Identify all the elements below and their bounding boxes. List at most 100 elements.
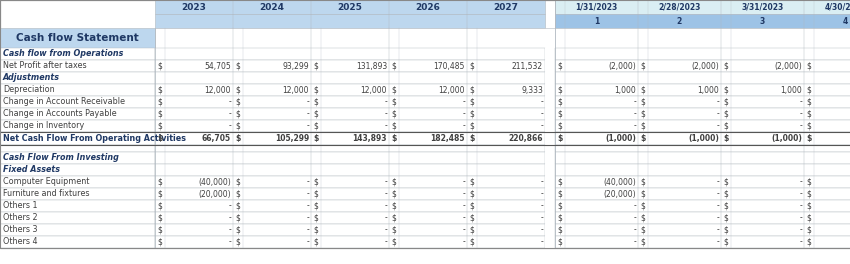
Bar — [545, 120, 555, 132]
Text: 143,893: 143,893 — [353, 134, 387, 143]
Text: 3/31/2023: 3/31/2023 — [741, 2, 784, 12]
Bar — [0, 224, 155, 236]
Text: -: - — [306, 214, 309, 223]
Text: (40,000): (40,000) — [604, 177, 636, 186]
Bar — [155, 236, 545, 248]
Bar — [0, 132, 155, 145]
Text: Others 2: Others 2 — [3, 214, 37, 223]
Bar — [155, 188, 545, 200]
Bar — [0, 164, 155, 176]
Text: Others 3: Others 3 — [3, 225, 37, 234]
Text: $: $ — [557, 134, 563, 143]
Bar — [545, 176, 555, 188]
Text: $: $ — [391, 121, 396, 130]
Bar — [545, 236, 555, 248]
Text: -: - — [717, 110, 719, 119]
Text: $: $ — [157, 86, 162, 95]
Text: 220,866: 220,866 — [508, 134, 543, 143]
Bar — [545, 132, 555, 145]
Bar — [155, 120, 545, 132]
Text: -: - — [541, 190, 543, 199]
Text: $: $ — [391, 177, 396, 186]
Text: $: $ — [391, 190, 396, 199]
Text: Others 4: Others 4 — [3, 238, 37, 247]
Text: Furniture and fixtures: Furniture and fixtures — [3, 190, 89, 199]
Bar — [155, 96, 545, 108]
Text: $: $ — [723, 190, 728, 199]
Text: -: - — [799, 225, 802, 234]
Bar — [555, 200, 850, 212]
Text: $: $ — [313, 62, 318, 70]
Text: $: $ — [235, 62, 240, 70]
Text: 1,000: 1,000 — [615, 86, 636, 95]
Text: $: $ — [235, 238, 240, 247]
Bar — [155, 152, 545, 164]
Text: 1,000: 1,000 — [697, 86, 719, 95]
Text: -: - — [717, 201, 719, 210]
Bar — [545, 84, 555, 96]
Text: 2/28/2023: 2/28/2023 — [658, 2, 700, 12]
Text: $: $ — [723, 86, 728, 95]
Bar — [0, 108, 155, 120]
Text: -: - — [633, 110, 636, 119]
Text: $: $ — [557, 190, 562, 199]
Text: 9,333: 9,333 — [521, 86, 543, 95]
Text: (2,000): (2,000) — [609, 62, 636, 70]
Text: $: $ — [469, 238, 473, 247]
Text: $: $ — [391, 225, 396, 234]
Text: $: $ — [723, 97, 728, 106]
Text: $: $ — [640, 238, 645, 247]
Text: $: $ — [313, 121, 318, 130]
Text: $: $ — [157, 214, 162, 223]
Text: $: $ — [640, 177, 645, 186]
Bar — [0, 60, 155, 72]
Text: Cash Flow From Investing: Cash Flow From Investing — [3, 153, 119, 163]
Text: -: - — [384, 177, 387, 186]
Text: $: $ — [557, 201, 562, 210]
Text: -: - — [462, 214, 465, 223]
Text: -: - — [384, 121, 387, 130]
Text: $: $ — [313, 177, 318, 186]
Text: $: $ — [157, 134, 162, 143]
Text: $: $ — [157, 201, 162, 210]
Text: $: $ — [723, 225, 728, 234]
Text: $: $ — [157, 97, 162, 106]
Text: $: $ — [235, 177, 240, 186]
Text: $: $ — [391, 110, 396, 119]
Text: 2025: 2025 — [337, 2, 362, 12]
Bar — [0, 188, 155, 200]
Text: 2026: 2026 — [416, 2, 440, 12]
Text: -: - — [229, 201, 231, 210]
Bar — [555, 212, 850, 224]
Text: $: $ — [469, 201, 473, 210]
Bar — [555, 236, 850, 248]
Text: -: - — [384, 97, 387, 106]
Bar — [545, 145, 555, 152]
Bar — [555, 164, 850, 176]
Text: 12,000: 12,000 — [360, 86, 387, 95]
Text: -: - — [799, 201, 802, 210]
Text: $: $ — [806, 214, 811, 223]
Text: $: $ — [557, 177, 562, 186]
Bar — [555, 120, 850, 132]
Text: -: - — [717, 238, 719, 247]
Text: $: $ — [469, 134, 474, 143]
Text: $: $ — [806, 97, 811, 106]
Text: -: - — [384, 190, 387, 199]
Text: $: $ — [557, 238, 562, 247]
Text: $: $ — [313, 238, 318, 247]
Text: -: - — [306, 201, 309, 210]
Text: $: $ — [640, 86, 645, 95]
Text: -: - — [306, 190, 309, 199]
Text: 4: 4 — [843, 16, 848, 26]
Text: -: - — [229, 97, 231, 106]
Text: 2: 2 — [677, 16, 682, 26]
Bar — [0, 28, 155, 48]
Text: -: - — [384, 110, 387, 119]
Text: -: - — [633, 201, 636, 210]
Bar — [545, 60, 555, 72]
Text: $: $ — [640, 110, 645, 119]
Text: -: - — [541, 214, 543, 223]
Bar — [0, 120, 155, 132]
Bar — [555, 0, 850, 14]
